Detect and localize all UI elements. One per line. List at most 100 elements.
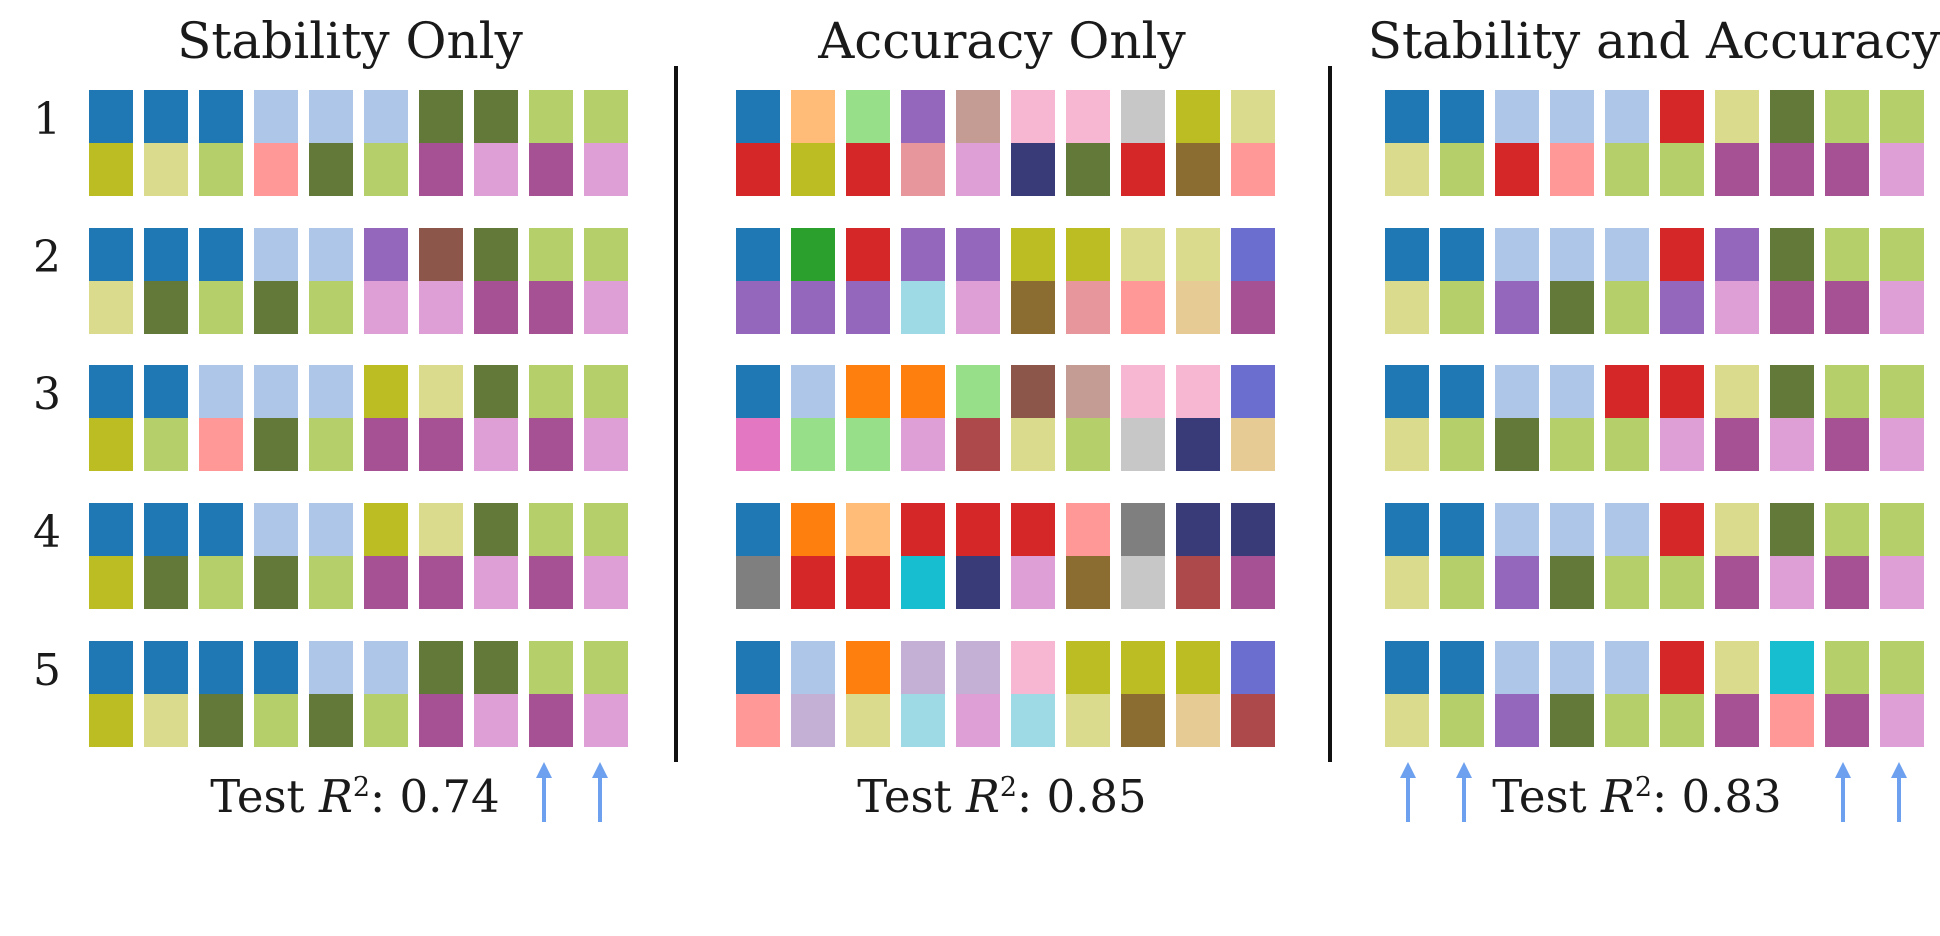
- test-r2-label: Test R2: 0.85: [857, 770, 1147, 823]
- color-cell: [1176, 503, 1220, 556]
- color-cell: [1550, 418, 1594, 471]
- color-cell: [364, 641, 408, 694]
- color-cell: [1660, 556, 1704, 609]
- color-cell: [1011, 418, 1055, 471]
- color-cell: [1011, 228, 1055, 281]
- color-cell: [1385, 503, 1429, 556]
- color-cell: [1231, 694, 1275, 747]
- color-cell: [1605, 694, 1649, 747]
- color-cell: [1605, 228, 1649, 281]
- color-cell: [1066, 143, 1110, 196]
- color-cell: [1550, 503, 1594, 556]
- color-cell: [1066, 365, 1110, 418]
- color-cell: [364, 281, 408, 334]
- color-cell: [1011, 281, 1055, 334]
- color-cell: [529, 694, 573, 747]
- color-cell: [199, 641, 243, 694]
- color-cell: [1176, 556, 1220, 609]
- color-cell: [956, 694, 1000, 747]
- color-cell: [1176, 281, 1220, 334]
- up-arrow-icon: [1400, 762, 1416, 822]
- color-cell: [144, 694, 188, 747]
- color-cell: [956, 281, 1000, 334]
- color-cell: [474, 503, 518, 556]
- color-cell: [1770, 365, 1814, 418]
- color-cell: [474, 641, 518, 694]
- color-cell: [1176, 143, 1220, 196]
- panel-title: Accuracy Only: [818, 12, 1186, 70]
- color-cell: [1770, 228, 1814, 281]
- color-cell: [1011, 503, 1055, 556]
- color-cell: [1715, 418, 1759, 471]
- color-cell: [791, 228, 835, 281]
- color-cell: [1770, 641, 1814, 694]
- color-cell: [364, 365, 408, 418]
- color-cell: [1770, 143, 1814, 196]
- color-cell: [1440, 143, 1484, 196]
- color-cell: [144, 90, 188, 143]
- color-cell: [791, 694, 835, 747]
- color-cell: [144, 228, 188, 281]
- color-cell: [1440, 281, 1484, 334]
- color-cell: [846, 90, 890, 143]
- color-cell: [1605, 503, 1649, 556]
- color-cell: [89, 90, 133, 143]
- color-cell: [1495, 641, 1539, 694]
- color-cell: [1440, 418, 1484, 471]
- color-cell: [736, 694, 780, 747]
- color-cell: [309, 281, 353, 334]
- color-cell: [1066, 418, 1110, 471]
- color-cell: [144, 365, 188, 418]
- color-cell: [901, 365, 945, 418]
- color-cell: [736, 641, 780, 694]
- color-cell: [584, 228, 628, 281]
- color-cell: [1825, 365, 1869, 418]
- color-cell: [1605, 556, 1649, 609]
- color-cell: [901, 90, 945, 143]
- color-cell: [901, 641, 945, 694]
- color-cell: [846, 143, 890, 196]
- color-cell: [1825, 503, 1869, 556]
- color-cell: [364, 503, 408, 556]
- color-cell: [1066, 228, 1110, 281]
- color-cell: [1550, 641, 1594, 694]
- color-cell: [901, 143, 945, 196]
- row-label-2: 2: [33, 232, 61, 283]
- color-cell: [89, 641, 133, 694]
- row-label-4: 4: [33, 507, 61, 558]
- color-cell: [419, 90, 463, 143]
- color-cell: [1495, 418, 1539, 471]
- color-cell: [1066, 503, 1110, 556]
- color-cell: [309, 143, 353, 196]
- color-cell: [956, 556, 1000, 609]
- color-cell: [791, 365, 835, 418]
- color-cell: [584, 90, 628, 143]
- color-cell: [1825, 90, 1869, 143]
- color-cell: [309, 228, 353, 281]
- color-cell: [1066, 90, 1110, 143]
- color-cell: [199, 365, 243, 418]
- row-label-1: 1: [33, 94, 61, 145]
- color-cell: [956, 418, 1000, 471]
- color-cell: [309, 556, 353, 609]
- color-cell: [1121, 694, 1165, 747]
- color-cell: [1605, 418, 1649, 471]
- color-cell: [419, 228, 463, 281]
- color-cell: [846, 228, 890, 281]
- color-cell: [144, 556, 188, 609]
- color-cell: [144, 281, 188, 334]
- color-cell: [1385, 90, 1429, 143]
- color-cell: [529, 281, 573, 334]
- color-cell: [956, 143, 1000, 196]
- color-cell: [199, 281, 243, 334]
- color-cell: [1880, 641, 1924, 694]
- color-cell: [1231, 90, 1275, 143]
- color-cell: [1231, 556, 1275, 609]
- color-cell: [309, 694, 353, 747]
- color-cell: [1121, 143, 1165, 196]
- color-cell: [1121, 556, 1165, 609]
- color-cell: [584, 281, 628, 334]
- color-cell: [736, 90, 780, 143]
- color-cell: [364, 694, 408, 747]
- color-cell: [1660, 365, 1704, 418]
